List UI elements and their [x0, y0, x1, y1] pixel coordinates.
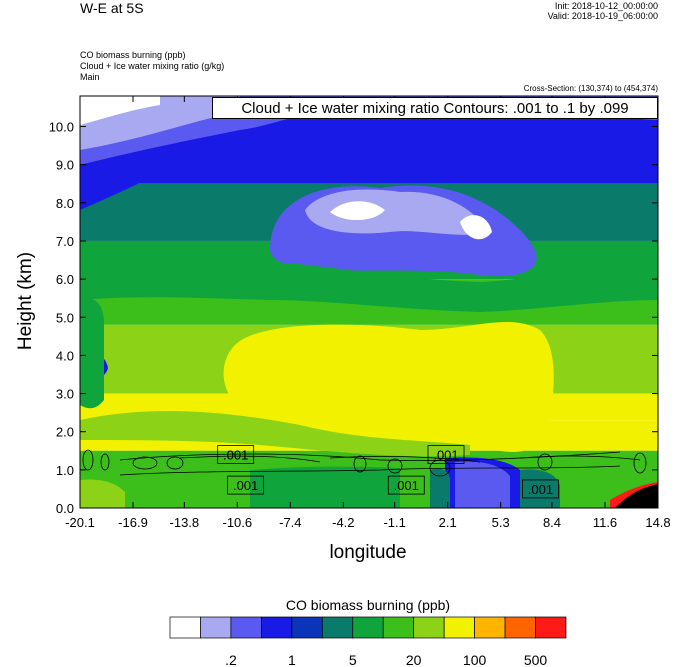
field-region	[430, 468, 450, 508]
contour-line	[119, 465, 621, 476]
contour-label-box	[427, 445, 465, 464]
x-tick-label: 14.8	[645, 515, 670, 530]
colorbar-label: 20	[406, 652, 422, 667]
field-region	[80, 240, 658, 312]
field-region	[223, 322, 554, 452]
y-tick-label: 6.0	[56, 272, 74, 287]
contour-label-box	[387, 475, 425, 495]
x-tick-label: -16.9	[118, 515, 148, 530]
contour-loop	[100, 453, 110, 471]
x-tick-label: -20.1	[65, 515, 95, 530]
x-tick-label: 11.6	[593, 515, 617, 530]
x-tick-label: -7.4	[279, 515, 301, 530]
valid-time: Valid: 2018-10-19_06:00:00	[547, 11, 658, 21]
x-tick-label: -10.6	[223, 515, 253, 530]
contour-line	[329, 455, 481, 463]
field-region	[305, 189, 490, 235]
field-region	[520, 469, 560, 508]
y-tick-label: 8.0	[56, 196, 74, 211]
axes: -20.1 -16.9 -13.8 -10.6 -7.4 -4.2 -1.1 2.1 5.3 8.…	[49, 96, 671, 530]
colorbar-box	[261, 616, 293, 639]
colorbar-box	[230, 616, 262, 639]
colorbar-label: .2	[225, 652, 237, 667]
field-region	[250, 466, 400, 508]
contour-info-box: Cloud + Ice water mixing ratio Contours:…	[212, 97, 658, 119]
field-label-main: Main	[80, 72, 100, 82]
y-tick-label: 1.0	[56, 463, 74, 478]
init-time: Init: 2018-10-12_00:00:00	[554, 1, 658, 11]
field-region	[80, 96, 160, 125]
contour-line	[519, 455, 641, 461]
plot-frame	[79, 95, 659, 509]
colorbar-box	[291, 616, 323, 639]
y-tick-label: 5.0	[56, 310, 74, 325]
contour-label: .001	[433, 448, 458, 463]
x-tick-label: -13.8	[170, 515, 200, 530]
colorbar-box	[504, 616, 536, 639]
contour-label-box	[227, 475, 265, 495]
contour-label: .001	[233, 478, 258, 493]
contour-loop	[166, 456, 184, 470]
colorbar-title: CO biomass burning (ppb)	[285, 597, 451, 613]
colorbar-box	[352, 616, 384, 639]
x-tick-label: -1.1	[383, 515, 405, 530]
heatmap-fill	[80, 96, 658, 508]
contour-loop	[537, 453, 553, 471]
colorbar-box	[200, 616, 232, 639]
y-tick-label: 10.0	[49, 120, 74, 135]
colorbar-box	[535, 616, 567, 639]
contour-label-box	[217, 445, 255, 464]
y-tick-label: 7.0	[56, 234, 74, 249]
y-tick-label: 9.0	[56, 158, 74, 173]
terrain-mask	[615, 484, 658, 508]
contour-loop	[82, 449, 94, 471]
field-region	[80, 410, 470, 457]
contour-loop	[633, 452, 647, 474]
field-region	[80, 479, 125, 508]
colorbar-label: 1	[288, 652, 296, 667]
contour-label: .001	[394, 478, 419, 493]
x-axis-label: longitude	[329, 542, 407, 563]
colorbar-box	[443, 616, 475, 639]
plot-title: W-E at 5S	[80, 0, 144, 16]
colorbar: .2 1 5 20 100 500	[169, 616, 567, 667]
contour-label: .001	[528, 482, 553, 497]
y-tick-label: 2.0	[56, 425, 74, 440]
x-tick-label: 5.3	[492, 515, 510, 530]
colorbar-box	[382, 616, 415, 639]
contour-label: .001	[223, 448, 248, 463]
cloud-contours: .001 .001 .001 .001 .001	[82, 445, 647, 499]
field-region	[460, 215, 492, 240]
colorbar-box	[474, 616, 506, 639]
colorbar-label: 5	[349, 652, 357, 667]
colorbar-box	[321, 616, 354, 639]
x-tick-label: 8.4	[543, 515, 561, 530]
contour-loop	[132, 456, 158, 470]
cross-section-label: Cross-Section: (130,374) to (454,374)	[523, 84, 658, 93]
x-tick-label: -4.2	[332, 515, 354, 530]
colorbar-label: 500	[524, 652, 548, 667]
contour-label-box	[522, 479, 559, 499]
y-axis-label: Height (km)	[15, 251, 36, 351]
contour-loop	[353, 455, 367, 473]
field-region	[80, 298, 104, 409]
field-region	[330, 201, 385, 221]
colorbar-box	[169, 616, 201, 639]
contour-loop	[387, 458, 403, 474]
contour-loop	[429, 459, 451, 477]
field-label-co: CO biomass burning (ppb)	[80, 50, 186, 60]
x-tick-label: 2.1	[439, 515, 457, 530]
field-region	[455, 461, 510, 508]
y-tick-label: 4.0	[56, 348, 74, 363]
colorbar-label: 100	[463, 652, 487, 667]
y-tick-label: 0.0	[56, 501, 74, 516]
y-tick-label: 3.0	[56, 387, 74, 402]
field-label-cloud: Cloud + Ice water mixing ratio (g/kg)	[80, 61, 225, 71]
colorbar-box	[413, 616, 445, 639]
